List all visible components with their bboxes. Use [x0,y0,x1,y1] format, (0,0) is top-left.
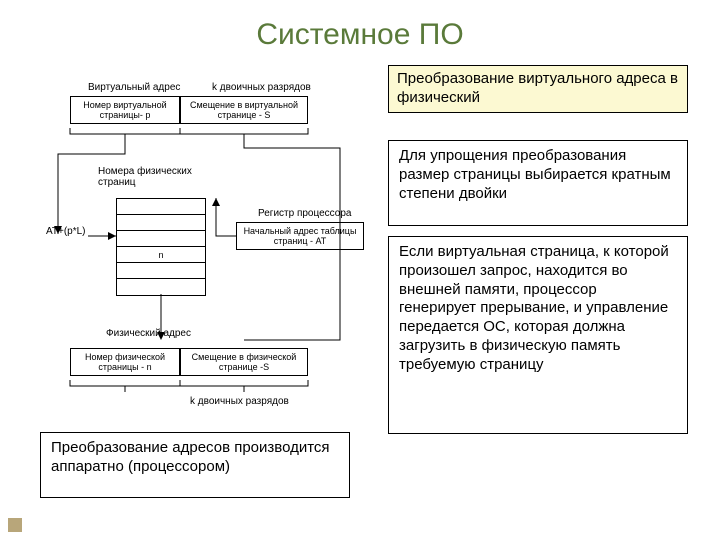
text-box-page-size: Для упрощения преобразования размер стра… [388,140,688,226]
text-box-hardware: Преобразование адресов производится аппа… [40,432,350,498]
yellow-callout: Преобразование виртуального адреса в физ… [388,65,688,113]
label-page-table: Номера физических страниц [98,166,208,188]
page-table-row: n [117,247,205,263]
address-translation-diagram: Виртуальный адрес k двоичных разрядов Но… [40,80,375,420]
page-title: Системное ПО [0,18,720,52]
label-at-formula: АТ+(p*L) [46,226,86,237]
page-table-row [117,279,205,295]
corner-decoration [8,518,22,532]
page-table-row [117,231,205,247]
box-virtual-page-no: Номер виртуальной страницы- р [70,96,180,124]
box-physical-page-no: Номер физической страницы - n [70,348,180,376]
page-table-row [117,215,205,231]
box-physical-offset: Смещение в физической странице -S [180,348,308,376]
page-table: n [116,198,206,296]
page-table-row [117,263,205,279]
text-box-page-fault: Если виртуальная страница, к которой про… [388,236,688,434]
label-virtual-address: Виртуальный адрес [88,82,180,93]
label-physical-address: Физический адрес [106,328,191,339]
box-virtual-offset: Смещение в виртуальной странице - S [180,96,308,124]
label-k-bits-bottom: k двоичных разрядов [190,396,289,407]
label-k-bits-top: k двоичных разрядов [212,82,311,93]
box-at-start: Начальный адрес таблицы страниц - АТ [236,222,364,250]
label-register: Регистр процессора [258,208,351,219]
page-table-row [117,199,205,215]
